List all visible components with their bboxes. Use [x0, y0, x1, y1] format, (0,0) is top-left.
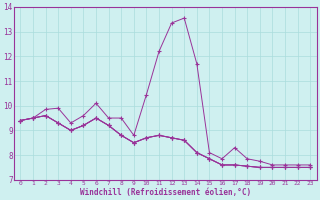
X-axis label: Windchill (Refroidissement éolien,°C): Windchill (Refroidissement éolien,°C): [80, 188, 251, 197]
